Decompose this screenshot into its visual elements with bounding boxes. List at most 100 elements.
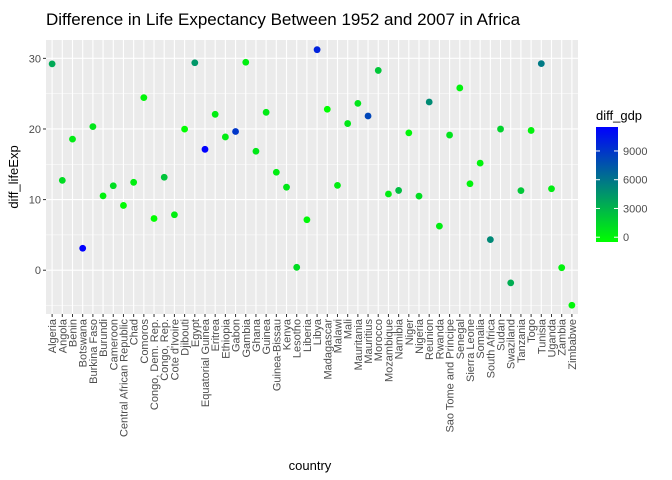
data-point — [385, 190, 392, 198]
x-tick-label: Mauritius — [363, 319, 375, 364]
data-point — [334, 182, 341, 189]
x-tick-label: Somalia — [475, 318, 487, 359]
data-point — [507, 279, 515, 287]
data-point — [568, 301, 576, 309]
x-tick-label: Chad — [129, 319, 141, 345]
data-point — [476, 159, 484, 167]
data-point — [130, 178, 138, 186]
x-tick-label: Algeria — [47, 318, 59, 353]
x-tick-label: Guinea — [261, 318, 273, 354]
x-tick-label: Mozambique — [383, 319, 395, 382]
data-point — [283, 183, 290, 191]
data-point — [48, 60, 56, 68]
x-tick-label: Zambia — [557, 318, 569, 356]
x-tick-label: Cameroon — [108, 319, 120, 370]
data-point — [395, 187, 403, 194]
y-axis-title: diff_lifeExp — [6, 145, 21, 208]
x-tick-label: Sierra Leone — [465, 319, 477, 382]
x-tick-label: Congo, Rep. — [159, 319, 171, 381]
data-point — [89, 123, 97, 131]
data-point — [79, 244, 87, 252]
x-tick-label: Swaziland — [506, 319, 518, 369]
x-tick-label: Reunion — [424, 319, 436, 360]
legend-colorbar — [596, 127, 618, 242]
x-tick-label: Tanzania — [516, 318, 528, 363]
x-tick-label: South Africa — [485, 318, 497, 378]
data-point — [456, 84, 464, 92]
data-point — [160, 173, 168, 181]
grid-lines — [46, 40, 578, 314]
x-tick-label: Rwanda — [434, 318, 446, 359]
x-tick-label: Sudan — [496, 319, 508, 351]
data-points — [48, 46, 576, 309]
data-point — [323, 105, 331, 113]
x-axis-title: country — [289, 458, 332, 473]
data-point — [425, 98, 433, 106]
x-tick-label: Liberia — [302, 318, 314, 352]
legend-ticks: 0 3000 6000 9000 — [596, 146, 647, 244]
data-point — [415, 192, 423, 200]
data-point — [354, 99, 362, 107]
data-point — [446, 131, 453, 139]
data-point — [242, 58, 250, 66]
data-point — [303, 216, 311, 224]
x-tick-label: Egypt — [190, 319, 202, 347]
data-point — [537, 60, 545, 68]
y-tick-label: 0 — [35, 265, 41, 277]
legend-tick-label: 0 — [623, 232, 629, 244]
data-point — [99, 192, 107, 200]
x-tick-label: Sao Tome and Principe — [445, 319, 457, 433]
x-tick-label: Libya — [312, 318, 324, 345]
x-tick-label: Senegal — [455, 319, 467, 359]
data-point — [435, 222, 443, 230]
x-tick-label: Gambia — [241, 318, 253, 357]
data-point — [58, 176, 66, 184]
data-point — [405, 129, 413, 137]
legend-tick-label: 3000 — [623, 203, 647, 215]
x-tick-label: Burkina Faso — [88, 319, 100, 384]
data-point — [211, 110, 219, 118]
x-tick-label: Tunisia — [536, 318, 548, 354]
data-point — [252, 147, 260, 155]
data-point — [497, 125, 504, 133]
data-point — [293, 263, 301, 271]
data-point — [466, 180, 474, 188]
data-point — [201, 145, 209, 153]
x-tick-label: Nigeria — [414, 318, 426, 354]
data-point — [374, 67, 382, 74]
x-tick-label: Ghana — [251, 318, 263, 352]
data-point — [344, 120, 352, 127]
data-point — [486, 236, 494, 244]
x-tick-label: Angola — [57, 318, 69, 353]
y-tick-label: 20 — [29, 124, 41, 136]
x-tick-label: Kenya — [282, 318, 294, 350]
legend-tick-label: 6000 — [623, 175, 647, 187]
data-point — [517, 187, 525, 195]
color-legend: diff_gdp 0 3000 6000 9000 — [596, 108, 647, 244]
data-point — [558, 264, 566, 272]
x-tick-label: Gabon — [231, 319, 243, 352]
x-tick-label: Comoros — [139, 319, 151, 364]
x-tick-label: Namibia — [394, 318, 406, 359]
x-tick-label: Equatorial Guinea — [200, 318, 212, 407]
x-tick-label: Djibouti — [180, 319, 192, 356]
x-tick-label: Congo, Dem. Rep. — [149, 319, 161, 410]
x-tick-label: Guinea-Bissau — [271, 319, 283, 391]
data-point — [120, 202, 127, 209]
data-point — [109, 182, 117, 190]
y-tick-label: 10 — [29, 195, 41, 207]
x-tick-label: Togo — [526, 319, 538, 343]
x-tick-label: Uganda — [547, 318, 559, 357]
data-point — [140, 94, 148, 102]
x-tick-label: Cote d'Ivoire — [169, 319, 181, 380]
x-tick-label: Niger — [404, 319, 416, 346]
data-point — [191, 59, 199, 67]
data-point — [364, 112, 372, 120]
x-tick-label: Benin — [67, 319, 79, 347]
x-tick-label: Mauritania — [353, 318, 365, 370]
plot-panel — [46, 40, 578, 314]
x-tick-label: Malawi — [332, 319, 344, 353]
x-tick-label: Morocco — [373, 319, 385, 361]
x-tick-label: Lesotho — [292, 319, 304, 358]
